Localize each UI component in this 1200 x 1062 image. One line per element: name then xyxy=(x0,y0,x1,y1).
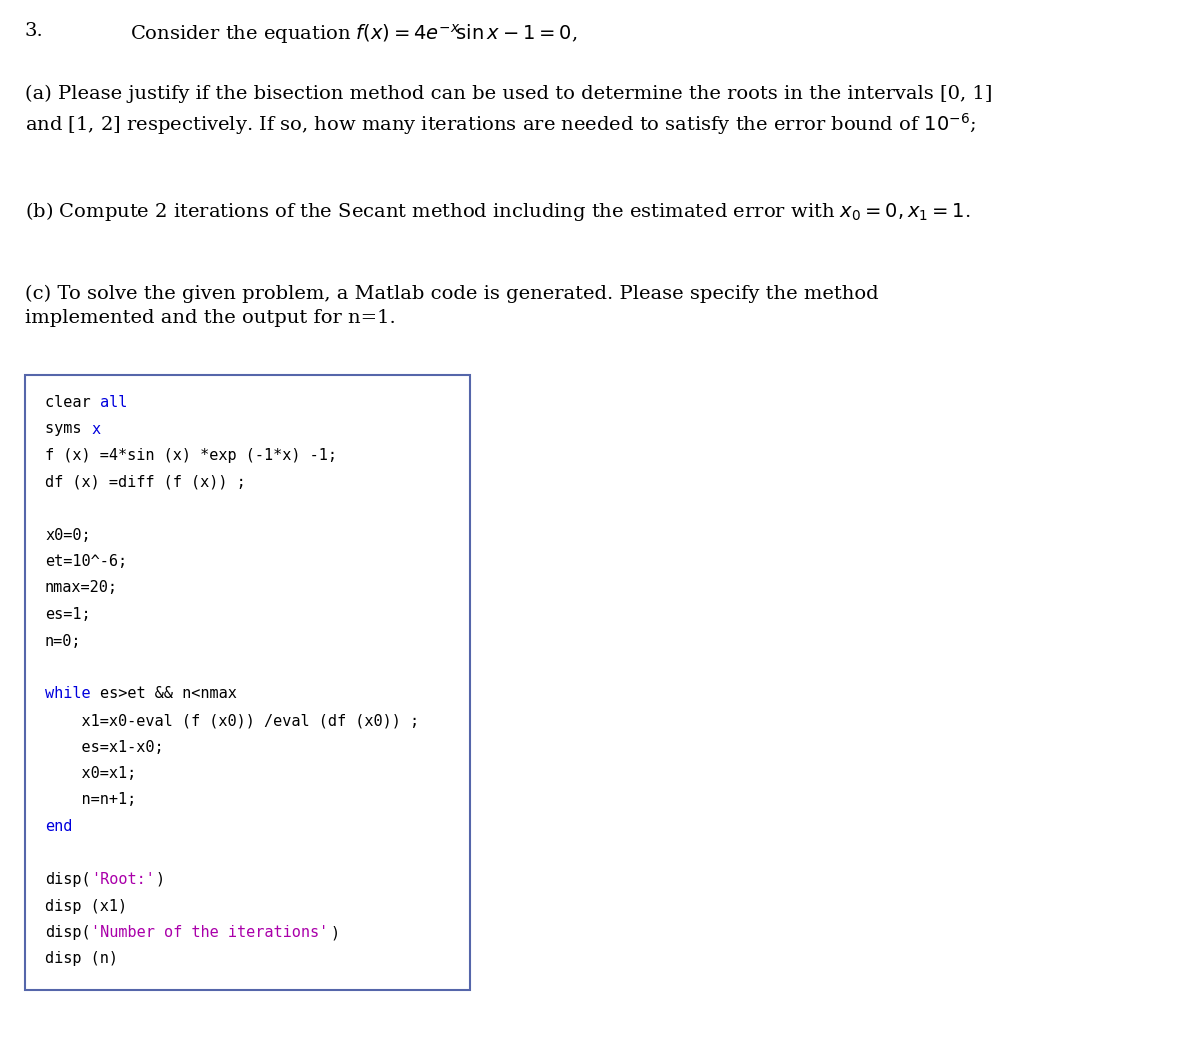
Text: while: while xyxy=(46,686,100,702)
Text: clear: clear xyxy=(46,395,100,410)
Text: es=1;: es=1; xyxy=(46,607,91,622)
Text: ): ) xyxy=(155,872,164,887)
Text: et=10^-6;: et=10^-6; xyxy=(46,554,127,569)
Text: 3.: 3. xyxy=(25,22,43,40)
Text: all: all xyxy=(100,395,127,410)
Text: (a) Please justify if the bisection method can be used to determine the roots in: (a) Please justify if the bisection meth… xyxy=(25,85,992,137)
Text: nmax=20;: nmax=20; xyxy=(46,581,118,596)
Text: f (x) =4*sin (x) *exp (-1*x) -1;: f (x) =4*sin (x) *exp (-1*x) -1; xyxy=(46,448,337,463)
Text: n=n+1;: n=n+1; xyxy=(46,792,137,807)
Text: es=x1-x0;: es=x1-x0; xyxy=(46,739,163,754)
Text: df (x) =diff (f (x)) ;: df (x) =diff (f (x)) ; xyxy=(46,475,246,490)
Text: disp (x1): disp (x1) xyxy=(46,898,127,913)
Text: (b) Compute 2 iterations of the Secant method including the estimated error with: (b) Compute 2 iterations of the Secant m… xyxy=(25,200,971,223)
Text: es>et && n<nmax: es>et && n<nmax xyxy=(100,686,238,702)
Text: 'Number of the iterations': 'Number of the iterations' xyxy=(91,925,329,940)
Text: Consider the equation $f(x) = 4e^{-x}\!\sin x - 1 = 0$,: Consider the equation $f(x) = 4e^{-x}\!\… xyxy=(130,22,577,46)
Text: disp (n): disp (n) xyxy=(46,952,118,966)
Text: x: x xyxy=(91,422,100,436)
Text: (c) To solve the given problem, a Matlab code is generated. Please specify the m: (c) To solve the given problem, a Matlab… xyxy=(25,285,878,327)
Text: end: end xyxy=(46,819,72,834)
Text: 'Root:': 'Root:' xyxy=(91,872,155,887)
Text: syms: syms xyxy=(46,422,91,436)
Text: disp(: disp( xyxy=(46,872,91,887)
Text: x0=x1;: x0=x1; xyxy=(46,766,137,781)
Text: x1=x0-eval (f (x0)) /eval (df (x0)) ;: x1=x0-eval (f (x0)) /eval (df (x0)) ; xyxy=(46,713,419,727)
Text: n=0;: n=0; xyxy=(46,634,82,649)
Text: disp(: disp( xyxy=(46,925,91,940)
FancyBboxPatch shape xyxy=(25,375,470,990)
Text: x0=0;: x0=0; xyxy=(46,528,91,543)
Text: ): ) xyxy=(330,925,340,940)
